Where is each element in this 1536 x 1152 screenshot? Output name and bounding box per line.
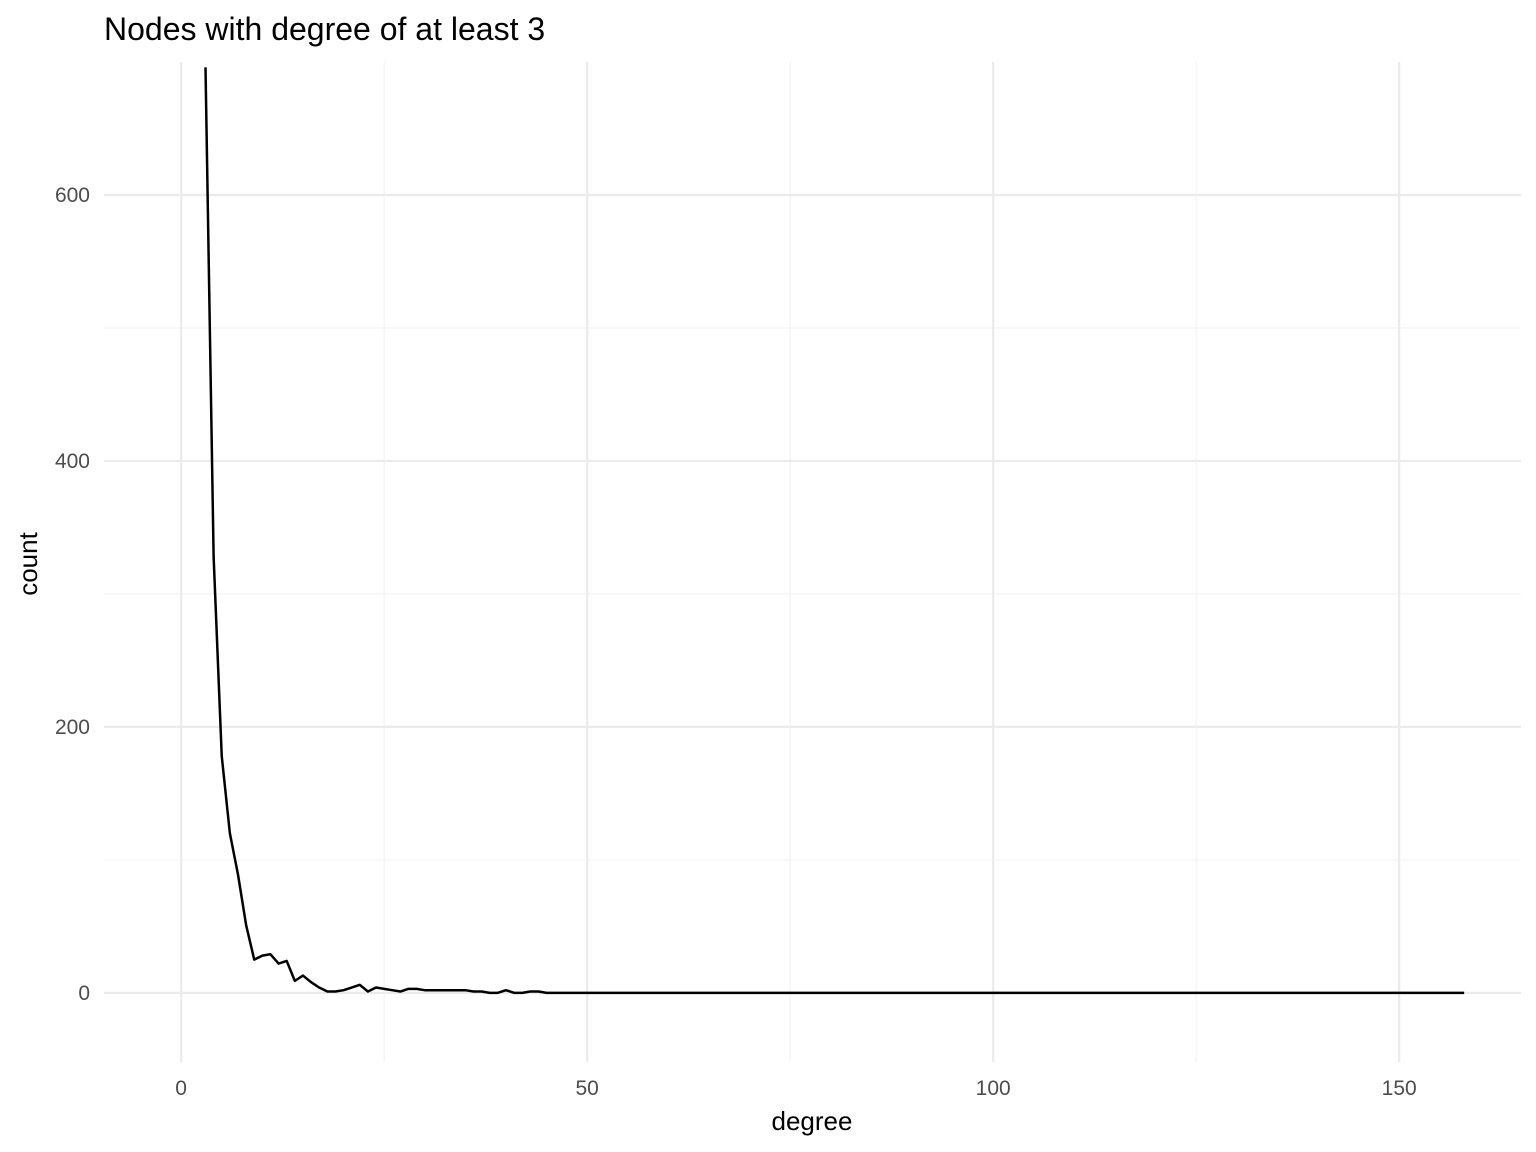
y-tick-label: 400 [55,450,90,473]
x-tick-label: 150 [1382,1077,1417,1100]
y-tick-label: 0 [78,982,90,1005]
x-tick-label: 100 [976,1077,1011,1100]
x-tick-label: 50 [575,1077,598,1100]
x-tick-label: 0 [175,1077,187,1100]
y-tick-label: 600 [55,184,90,207]
y-tick-label: 200 [55,716,90,739]
minor-gridlines [104,62,1521,1062]
x-tick-labels: 0 50 100 150 [175,1077,1416,1100]
y-tick-labels: 0 200 400 600 [55,184,90,1005]
x-axis-label: degree [772,1106,853,1136]
chart-title: Nodes with degree of at least 3 [104,11,545,47]
series-group [204,67,1465,995]
series-line [204,67,1465,995]
major-gridlines [104,62,1521,1062]
y-axis-label: count [13,531,43,595]
